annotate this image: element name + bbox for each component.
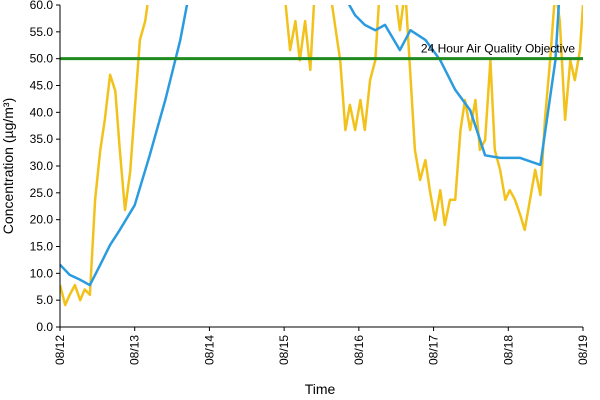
x-tick-label: 08/12 xyxy=(53,335,67,365)
x-tick-label: 08/19 xyxy=(576,335,590,365)
y-tick-label: 25.0 xyxy=(30,186,54,200)
plot-area xyxy=(60,5,583,307)
y-tick-label: 60.0 xyxy=(30,0,54,12)
y-tick-label: 30.0 xyxy=(30,159,54,173)
objective-label: 24 Hour Air Quality Objective xyxy=(421,42,575,56)
y-tick-label: 20.0 xyxy=(30,213,54,227)
series-line xyxy=(60,5,561,287)
y-tick-label: 15.0 xyxy=(30,240,54,254)
x-tick-label: 08/16 xyxy=(352,335,366,365)
y-tick-label: 35.0 xyxy=(30,132,54,146)
x-tick-label: 08/14 xyxy=(202,335,216,365)
y-tick-label: 50.0 xyxy=(30,52,54,66)
y-tick-label: 55.0 xyxy=(30,25,54,39)
x-tick-label: 08/18 xyxy=(501,335,515,365)
x-tick-label: 08/17 xyxy=(427,335,441,365)
y-tick-label: 10.0 xyxy=(30,266,54,280)
x-tick-label: 08/15 xyxy=(277,335,291,365)
y-tick-label: 5.0 xyxy=(36,293,53,307)
y-axis-label: Concentration (µg/m³) xyxy=(0,98,16,234)
x-tick-label: 08/13 xyxy=(128,335,142,365)
y-tick-label: 40.0 xyxy=(30,105,54,119)
y-tick-label: 0.0 xyxy=(36,320,53,334)
x-axis-label: Time xyxy=(305,381,336,397)
series-line xyxy=(60,5,583,307)
y-tick-label: 45.0 xyxy=(30,79,54,93)
